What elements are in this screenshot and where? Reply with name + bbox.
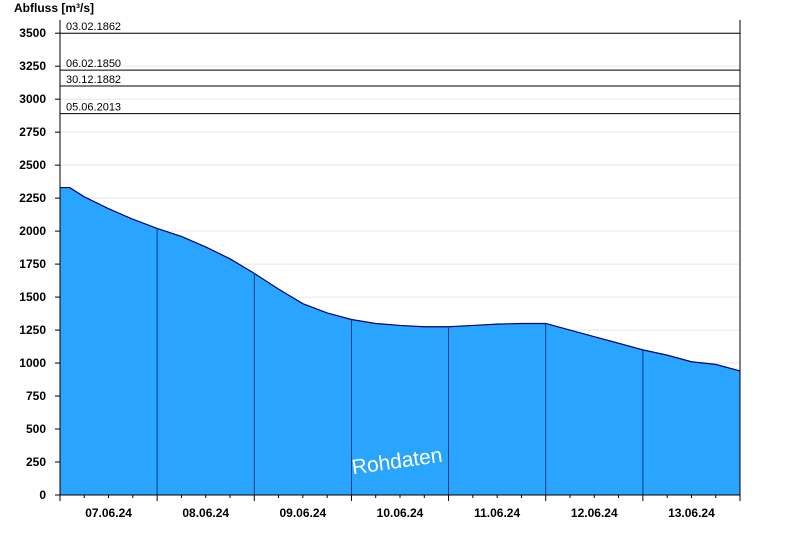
y-tick-label: 1500 bbox=[19, 290, 46, 304]
y-tick-label: 3000 bbox=[19, 92, 46, 106]
y-tick-label: 2750 bbox=[19, 125, 46, 139]
x-tick-label: 07.06.24 bbox=[85, 506, 132, 520]
y-tick-label: 750 bbox=[26, 389, 46, 403]
reference-lines: 03.02.1862 06.02.1850 30.12.1882 05.06.2013 bbox=[60, 21, 740, 115]
x-ticks: 07.06.24 08.06.24 09.06.24 10.06.24 11.06.24… bbox=[59, 495, 741, 520]
reference-label-2: 30.12.1882 bbox=[66, 74, 121, 86]
y-tick-label: 3500 bbox=[19, 26, 46, 40]
x-tick-label: 08.06.24 bbox=[182, 506, 229, 520]
y-ticks: 0 250 500 750 1000 1250 1500 1750 2000 2250 2500 27… bbox=[19, 26, 60, 502]
x-tick-label: 11.06.24 bbox=[474, 506, 520, 520]
y-tick-label: 0 bbox=[39, 488, 46, 502]
y-tick-label: 500 bbox=[26, 422, 46, 436]
x-tick-label: 13.06.24 bbox=[668, 506, 715, 520]
y-tick-label: 250 bbox=[26, 455, 46, 469]
y-tick-label: 1000 bbox=[19, 356, 46, 370]
y-tick-label: 2000 bbox=[19, 224, 46, 238]
series-area bbox=[60, 186, 741, 495]
reference-label-3: 05.06.2013 bbox=[66, 102, 121, 114]
reference-label-0: 03.02.1862 bbox=[66, 21, 121, 33]
y-tick-label: 3250 bbox=[19, 59, 46, 73]
x-tick-label: 09.06.24 bbox=[279, 506, 326, 520]
y-axis-label: Abfluss [m³/s] bbox=[14, 1, 94, 15]
area-fill bbox=[60, 187, 740, 495]
y-tick-label: 2500 bbox=[19, 158, 46, 172]
y-tick-label: 1750 bbox=[19, 257, 46, 271]
day-separators bbox=[156, 228, 644, 495]
y-tick-label: 1250 bbox=[19, 323, 46, 337]
y-tick-label: 2250 bbox=[19, 191, 46, 205]
x-tick-label: 12.06.24 bbox=[571, 506, 618, 520]
reference-label-1: 06.02.1850 bbox=[66, 58, 121, 70]
x-tick-label: 10.06.24 bbox=[377, 506, 424, 520]
series-line bbox=[60, 186, 741, 372]
